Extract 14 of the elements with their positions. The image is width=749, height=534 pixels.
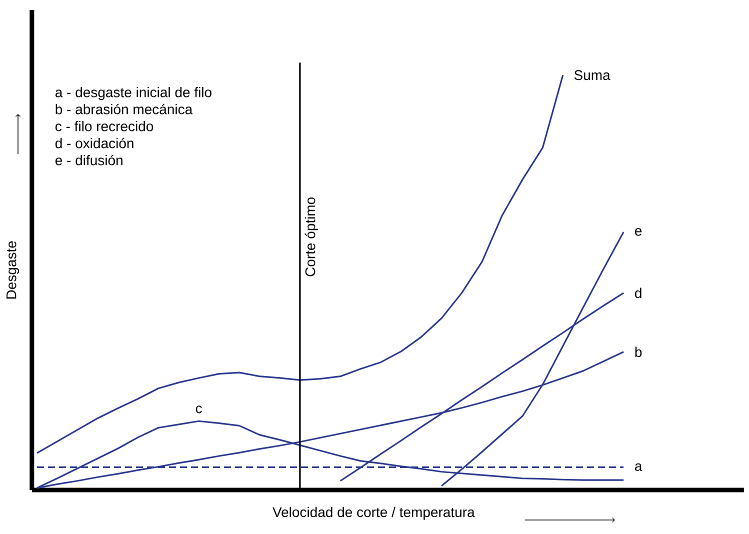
series-label: e bbox=[635, 228, 642, 236]
series-label: b bbox=[635, 346, 642, 357]
annotation: b - abrasión mecánica bbox=[56, 104, 193, 114]
series-label: d bbox=[635, 288, 642, 298]
series-label: c bbox=[196, 406, 202, 414]
series-label: Suma bbox=[574, 70, 610, 80]
annotation: a - desgaste inicial de filo bbox=[55, 87, 212, 100]
annotation: e - difusión bbox=[55, 154, 122, 166]
x-axis-title: Velocidad de corte / temperatura bbox=[272, 506, 475, 520]
annotation: Corte óptimo bbox=[304, 197, 318, 276]
annotation: c - filo recrecido bbox=[55, 121, 154, 132]
annotation: d - oxidación bbox=[55, 138, 134, 148]
series-label: a bbox=[635, 463, 642, 472]
y-axis-title: Desgaste bbox=[6, 241, 20, 299]
